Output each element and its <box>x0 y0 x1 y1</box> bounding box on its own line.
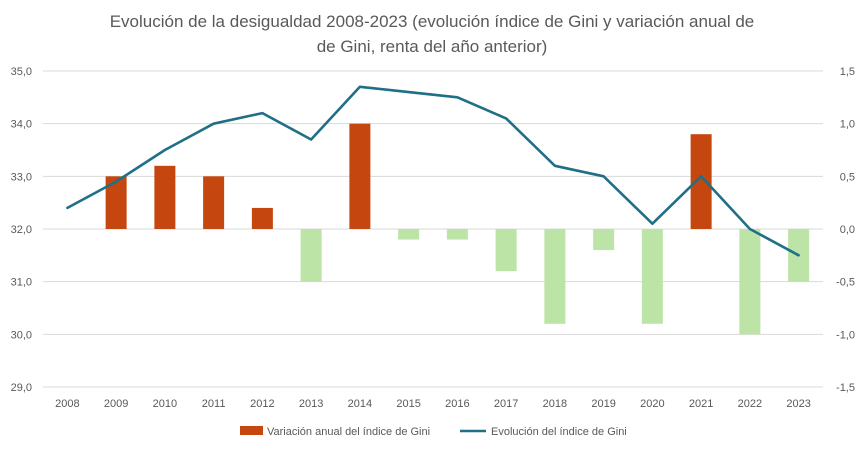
line-series <box>66 85 800 257</box>
bar-2018 <box>544 229 566 324</box>
right-tick-label: -0,5 <box>836 277 855 289</box>
left-tick-label: 35,0 <box>11 66 32 78</box>
bar-2019 <box>593 229 615 251</box>
x-tick-label: 2020 <box>640 398 664 410</box>
x-tick-label: 2018 <box>543 398 567 410</box>
x-tick-label: 2022 <box>738 398 762 410</box>
bar-2015 <box>398 229 420 240</box>
bar-series <box>105 123 810 335</box>
right-tick-label: 1,5 <box>840 66 855 78</box>
bar-2009 <box>105 176 127 229</box>
chart-title-line-2: de Gini, renta del año anterior) <box>317 37 548 56</box>
bar-2021 <box>690 134 712 229</box>
bar-2012 <box>251 207 273 229</box>
legend: Variación anual del índice de Gini Evolu… <box>240 426 627 438</box>
x-tick-label: 2015 <box>396 398 420 410</box>
x-tick-label: 2021 <box>689 398 713 410</box>
bar-2011 <box>203 176 225 229</box>
x-tick-label: 2008 <box>55 398 79 410</box>
chart-title: Evolución de la desigualdad 2008-2023 (e… <box>110 12 755 56</box>
chart-title-line-1: Evolución de la desigualdad 2008-2023 (e… <box>110 12 755 31</box>
x-tick-label: 2011 <box>202 398 226 410</box>
x-tick-label: 2016 <box>445 398 469 410</box>
left-tick-label: 29,0 <box>11 382 32 394</box>
bar-2016 <box>446 229 468 240</box>
legend-line-label: Evolución del índice de Gini <box>491 426 627 438</box>
legend-bar-label: Variación anual del índice de Gini <box>267 426 430 438</box>
bar-2022 <box>739 229 761 335</box>
x-tick-label: 2019 <box>591 398 615 410</box>
right-tick-label: -1,5 <box>836 382 855 394</box>
x-axis: 2008 2009 2010 2011 2012 2013 2014 2015 2016 2017… <box>55 398 811 410</box>
bar-2010 <box>154 165 176 229</box>
x-tick-label: 2010 <box>153 398 177 410</box>
left-tick-label: 32,0 <box>11 224 32 236</box>
left-tick-label: 34,0 <box>11 119 32 131</box>
bar-2020 <box>641 229 663 324</box>
right-tick-label: -1,0 <box>836 329 855 341</box>
left-tick-label: 30,0 <box>11 329 32 341</box>
left-y-axis: 29,0 30,0 31,0 32,0 33,0 34,0 35,0 <box>11 66 32 394</box>
bar-2017 <box>495 229 517 272</box>
right-tick-label: 0,5 <box>840 171 855 183</box>
left-tick-label: 33,0 <box>11 171 32 183</box>
right-tick-label: 0,0 <box>840 224 855 236</box>
x-tick-label: 2017 <box>494 398 518 410</box>
x-tick-label: 2023 <box>786 398 810 410</box>
x-tick-label: 2012 <box>250 398 274 410</box>
x-tick-label: 2009 <box>104 398 128 410</box>
x-tick-label: 2014 <box>348 398 372 410</box>
right-y-axis: -1,5 -1,0 -0,5 0,0 0,5 1,0 1,5 <box>836 66 855 394</box>
x-tick-label: 2013 <box>299 398 323 410</box>
bar-2013 <box>300 229 322 282</box>
left-tick-label: 31,0 <box>11 277 32 289</box>
bar-2014 <box>349 123 371 229</box>
right-tick-label: 1,0 <box>840 119 855 131</box>
legend-bar-swatch <box>240 426 263 435</box>
gini-line <box>66 85 800 257</box>
